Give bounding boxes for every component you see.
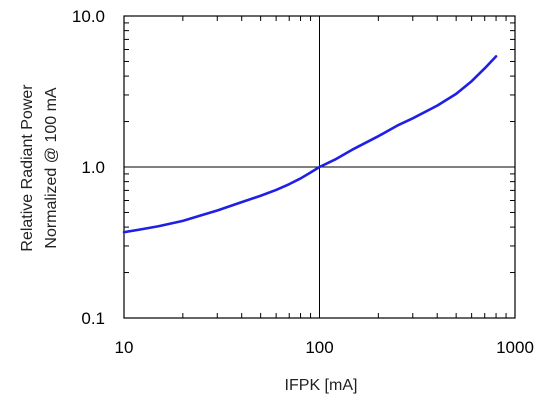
y-tick-label: 0.1	[81, 309, 105, 328]
x-tick-label: 100	[305, 338, 333, 357]
tick-labels: 10 100 1000 0.1 1.0 10.0	[72, 7, 534, 357]
x-tick-label: 1000	[496, 338, 534, 357]
x-axis-label: IFPK [mA]	[285, 377, 358, 394]
y-axis-label: Relative Radiant Power	[19, 84, 36, 252]
y-axis-label-line2: Normalized @ 100 mA	[43, 87, 60, 249]
series-layer	[122, 55, 498, 234]
y-tick-label: 10.0	[72, 7, 105, 26]
x-tick-label: 10	[115, 338, 134, 357]
plot-frame	[123, 15, 516, 319]
series-line-0	[122, 55, 498, 234]
y-tick-label: 1.0	[81, 158, 105, 177]
minor-ticks	[124, 16, 515, 318]
